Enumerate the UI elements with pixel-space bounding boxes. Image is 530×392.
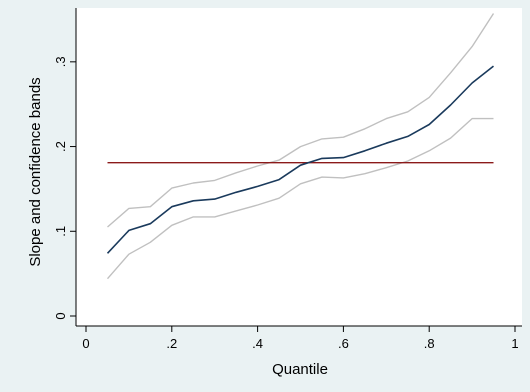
y-tick-label: 0 [53,312,68,319]
x-ticks: 0 .2 .4 .6 .8 1 [82,326,519,351]
y-tick-label: .2 [53,141,68,152]
x-tick-label: 0 [82,336,89,351]
x-axis-title: Quantile [272,361,328,378]
x-tick-label: .2 [166,336,177,351]
series-layer [106,13,495,280]
series-upper-band [107,13,495,228]
y-ticks: 0 .1 .2 .3 [53,56,76,320]
x-tick-label: .8 [424,336,435,351]
y-tick-label: .1 [53,226,68,237]
x-tick-label: .4 [252,336,263,351]
x-tick-label: .6 [338,336,349,351]
y-axis-title: Slope and confidence bands [27,77,44,266]
series-lower-band [106,117,494,280]
y-tick-label: .3 [53,56,68,67]
x-tick-label: 1 [511,336,518,351]
series-estimate [106,65,494,254]
